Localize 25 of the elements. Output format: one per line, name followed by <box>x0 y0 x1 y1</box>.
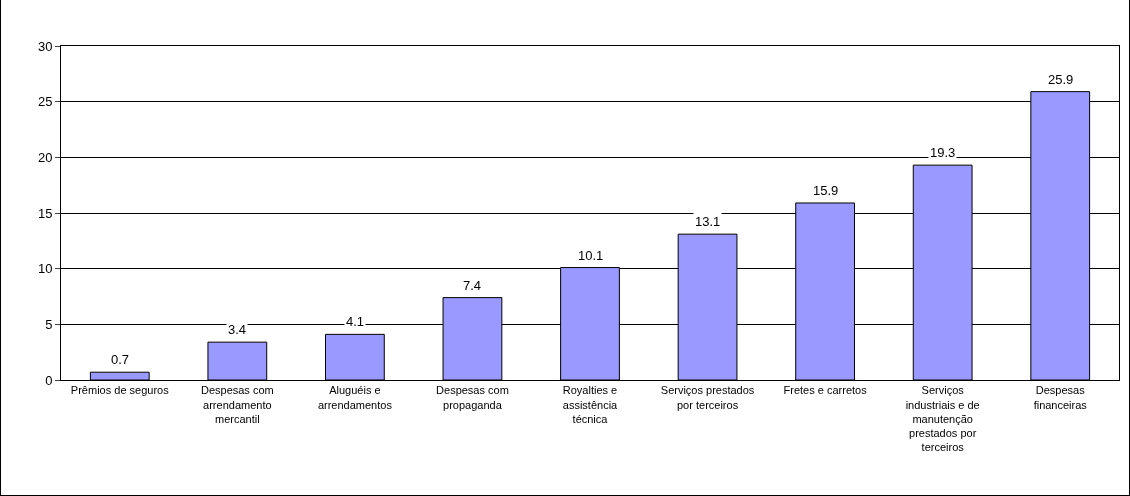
data-label: 19.3 <box>930 145 956 160</box>
data-label: 10.1 <box>578 248 604 263</box>
y-tick-label: 30 <box>37 38 53 54</box>
y-tick-label: 0 <box>45 372 53 388</box>
data-label: 13.1 <box>695 214 721 229</box>
x-tick-label: Prêmios de seguros <box>70 384 170 397</box>
x-tick-label: Serviços prestados por terceiros <box>660 384 755 411</box>
x-tick-label: Aluguéis e arrendamentos <box>317 384 393 411</box>
x-tick-label: Fretes e carretos <box>783 384 868 397</box>
y-tick-label: 10 <box>37 261 53 277</box>
data-label: 4.1 <box>346 314 365 329</box>
y-tick-label: 15 <box>37 205 53 221</box>
y-tick-label: 20 <box>37 149 53 165</box>
x-tick-label: Royalties e assistência técnica <box>562 384 619 425</box>
x-tick-label: Despesas com propaganda <box>436 384 509 411</box>
data-label: 25.9 <box>1048 72 1074 87</box>
data-label: 7.4 <box>463 278 482 293</box>
y-tick-label: 5 <box>45 316 53 332</box>
x-tick-label: Despesas financeiras <box>1033 384 1088 411</box>
data-label: 0.7 <box>111 352 130 367</box>
data-label: 3.4 <box>228 322 247 337</box>
y-tick-label: 25 <box>37 94 53 110</box>
data-label: 15.9 <box>813 183 839 198</box>
x-tick-label: Despesas com arrendamento mercantil <box>200 384 274 425</box>
x-tick-label: Serviços industriais e de manutenção prestados por terceiros <box>905 384 980 454</box>
